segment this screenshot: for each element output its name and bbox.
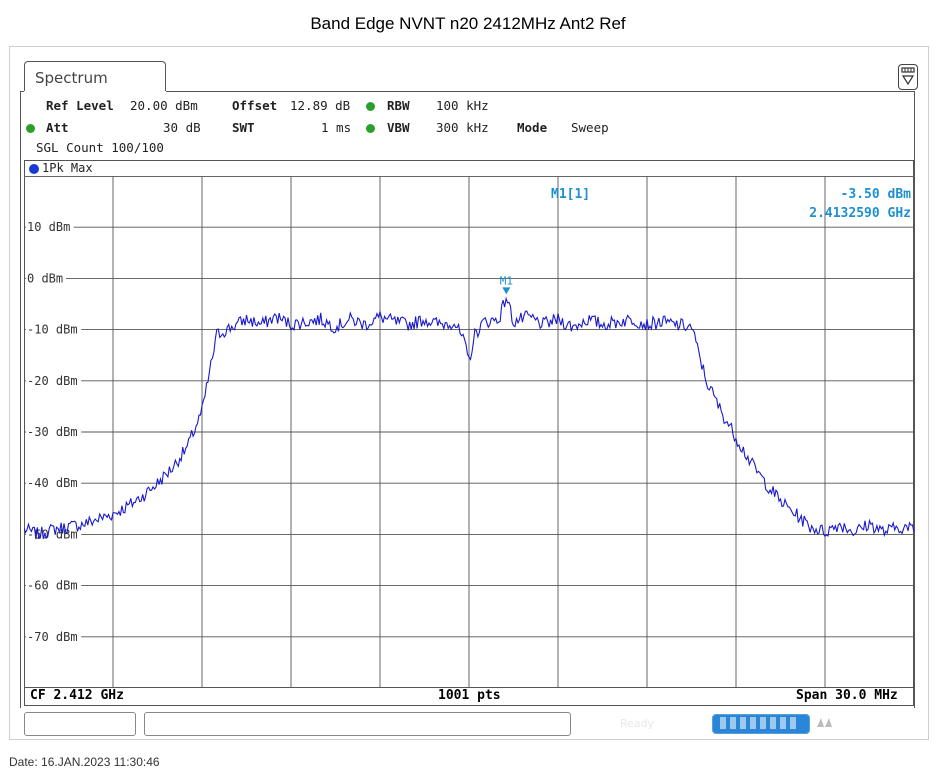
- progress-segment: [770, 717, 776, 729]
- vbw-value: 300 kHz: [436, 120, 489, 135]
- vbw-label: VBW: [387, 120, 410, 135]
- y-tick-label-bg: [26, 475, 82, 491]
- lxi-glyph-icon: [817, 718, 832, 727]
- marker-triangle-icon: [502, 287, 511, 295]
- att-label: Att: [46, 120, 69, 135]
- tab-spectrum[interactable]: Spectrum: [24, 61, 166, 91]
- y-tick-label-bg: [26, 424, 82, 439]
- rbw-status-led: [366, 102, 375, 111]
- report-title: Band Edge NVNT n20 2412MHz Ant2 Ref: [310, 14, 626, 33]
- progress-segment: [730, 717, 736, 729]
- y-tick-label: 0 dBm: [27, 271, 63, 285]
- y-tick-label: -30 dBm: [27, 425, 78, 439]
- marker-readout-name: M1[1]: [551, 187, 590, 202]
- y-tick-label-bg: [26, 372, 82, 388]
- swt-value: 1 ms: [321, 120, 352, 135]
- mode-value: Sweep: [571, 120, 609, 135]
- settings-icon[interactable]: [898, 64, 918, 90]
- lxi-icon: [815, 715, 837, 731]
- progress-segment: [760, 717, 766, 729]
- panel-border: [20, 91, 21, 708]
- input-field[interactable]: [24, 712, 136, 736]
- vbw-status-led: [366, 124, 375, 133]
- y-tick-label: -40 dBm: [27, 476, 78, 490]
- rbw-label: RBW: [387, 98, 410, 113]
- y-tick-label: -70 dBm: [27, 630, 78, 644]
- tab-divider: [20, 91, 24, 92]
- ref-level-label: Ref Level: [46, 98, 114, 113]
- y-tick-label-bg: [26, 321, 82, 337]
- rbw-value: 100 kHz: [436, 98, 489, 113]
- y-tick-label-bg: [26, 577, 82, 593]
- marker-tag: M1: [500, 274, 513, 287]
- y-tick-label: -60 dBm: [27, 579, 78, 593]
- progress-segment: [780, 717, 786, 729]
- sgl-count: SGL Count 100/100: [36, 140, 164, 155]
- trace-line: [24, 296, 914, 540]
- att-status-led: [26, 124, 35, 133]
- trace-label-bar: [24, 160, 914, 177]
- y-tick-label-bg: [26, 270, 66, 286]
- offset-label: Offset: [232, 98, 278, 113]
- spectrum-chart: 10 dBm 0 dBm -10 dBm -20 dBm -30 dBm -40 dBm -…: [24, 176, 914, 688]
- progress-segment: [720, 717, 726, 729]
- y-tick-label: -20 dBm: [27, 374, 78, 388]
- att-value: 30 dB: [163, 120, 201, 135]
- y-tick-label: 10 dBm: [27, 220, 70, 234]
- message-field[interactable]: [144, 712, 571, 736]
- progress-segment: [740, 717, 746, 729]
- y-tick-label-bg: [26, 628, 82, 644]
- status-bar: [24, 688, 914, 706]
- y-tick-label: -10 dBm: [27, 323, 78, 337]
- mode-label: Mode: [517, 120, 548, 135]
- ready-status: Ready: [620, 717, 655, 730]
- panel-border: [914, 91, 915, 708]
- trace-indicator-icon: [29, 164, 39, 174]
- y-tick-label-bg: [26, 219, 74, 235]
- progress-segment: [790, 717, 796, 729]
- marker-readout-frequency: 2.4132590 GHz: [809, 206, 911, 221]
- trace-label: 1Pk Max: [42, 161, 93, 175]
- swt-label: SWT: [232, 120, 255, 135]
- tab-divider: [166, 91, 914, 92]
- settings-glyph-icon: [901, 67, 915, 86]
- sweep-points: 1001 pts: [438, 688, 501, 703]
- offset-value: 12.89 dB: [290, 98, 351, 113]
- date-stamp: Date: 16.JAN.2023 11:30:46: [9, 755, 160, 769]
- span: Span 30.0 MHz: [796, 688, 898, 703]
- center-frequency: CF 2.412 GHz: [30, 688, 124, 703]
- ref-level-value: 20.00 dBm: [130, 98, 198, 113]
- marker-readout-level: -3.50 dBm: [841, 187, 912, 202]
- progress-segment: [750, 717, 756, 729]
